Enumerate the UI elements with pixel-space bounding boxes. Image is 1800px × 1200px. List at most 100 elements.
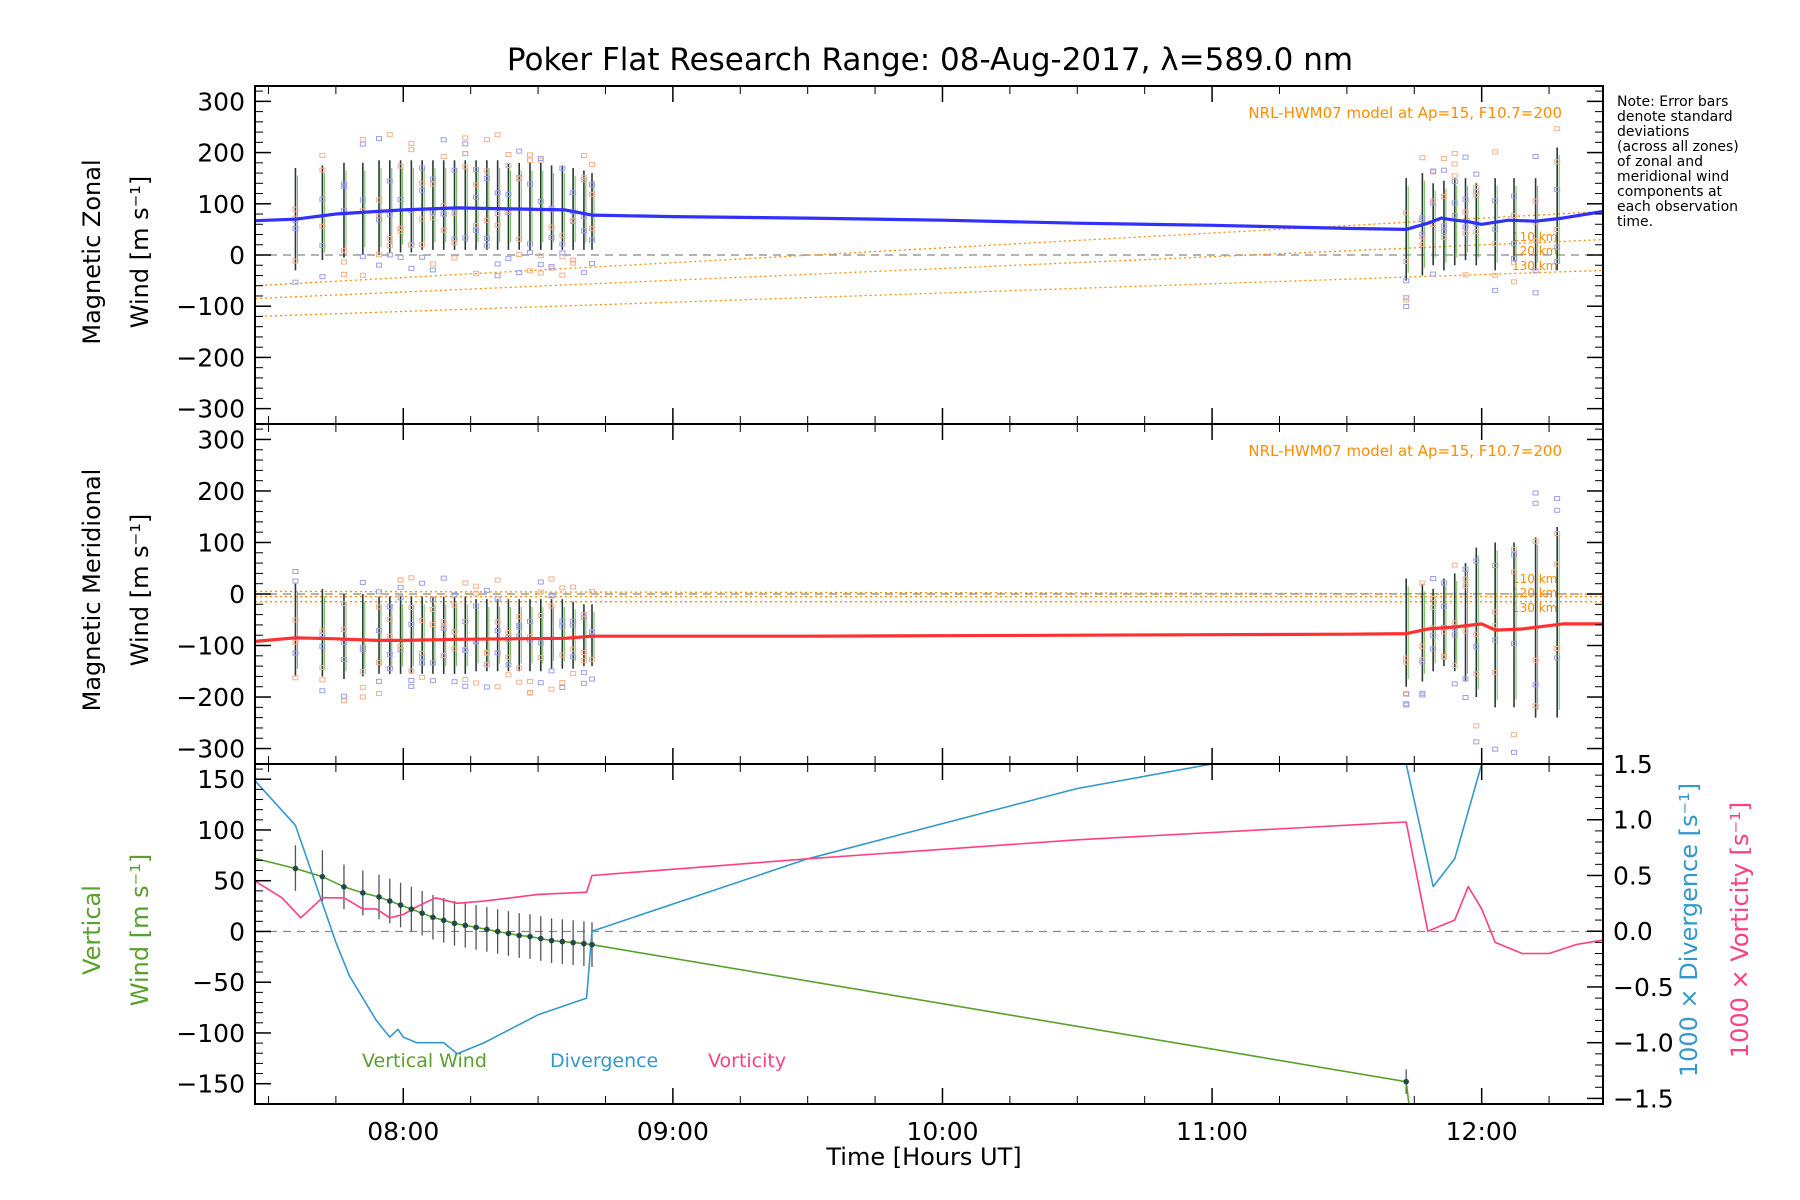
zonal-zone-point (494, 211, 501, 217)
meridional-zone-point (1440, 580, 1447, 586)
zonal-zone-point (494, 132, 501, 138)
meridional-zone-point (473, 583, 480, 589)
vertical-ytick-label: −150 (176, 1070, 245, 1099)
zonal-zone-point (1492, 226, 1499, 232)
meridional-zone-point (340, 626, 347, 632)
vertical-wind-point (527, 933, 533, 940)
meridional-zone-point (1554, 561, 1561, 567)
zonal-zone-point (589, 191, 595, 197)
note-line: each observation (1617, 199, 1738, 215)
zonal-zone-point (526, 250, 533, 256)
zonal-zone-point (319, 152, 326, 158)
meridional-zone-point (537, 613, 544, 619)
meridional-zone-point (408, 575, 415, 581)
zonal-zone-point (319, 167, 326, 173)
meridional-zone-point (483, 649, 490, 655)
zonal-ylabel-line1: Magnetic Zonal (78, 159, 106, 344)
zonal-zone-point (440, 154, 447, 160)
zonal-zone-point (340, 181, 347, 187)
zonal-zone-point (570, 190, 577, 196)
meridional-zone-point (589, 676, 595, 682)
meridional-zone-point (537, 680, 544, 686)
zonal-zone-point (589, 226, 595, 232)
zonal-ytick-label: 200 (197, 139, 245, 168)
meridional-zone-point (483, 684, 490, 690)
zonal-zone-point (526, 241, 533, 247)
zonal-zone-point (386, 211, 393, 217)
meridional-zone-point (537, 579, 544, 585)
meridional-zone-point (494, 684, 501, 690)
zonal-zone-point (1451, 161, 1458, 167)
meridional-zone-point (292, 617, 299, 623)
meridional-zone-point (1492, 746, 1499, 752)
meridional-zone-point (1473, 558, 1480, 564)
meridional-zone-point (494, 650, 501, 656)
vertical-wind-point (440, 917, 447, 924)
meridional-alt-label-130: 130 km (1512, 601, 1557, 615)
zonal-zone-point (440, 137, 447, 143)
zonal-zone-point (1511, 193, 1518, 199)
meridional-zone-point (1532, 682, 1539, 688)
zonal-zone-point (505, 256, 512, 262)
zonal-zone-point (1403, 297, 1410, 303)
zonal-zone-point (397, 196, 404, 202)
zonal-zone-point (516, 176, 523, 182)
meridional-zone-point (451, 679, 458, 685)
meridional-zone-point (397, 595, 404, 601)
vertical-wind-point (419, 910, 425, 916)
zonal-zone-point (537, 253, 544, 259)
zonal-zone-point (580, 228, 587, 234)
vertical-ytick-label: 0 (229, 917, 245, 946)
meridional-zone-point (386, 616, 393, 622)
zonal-zone-point (462, 135, 469, 141)
vertical-wind-point (570, 939, 576, 946)
note-line: components at (1617, 184, 1723, 200)
meridional-zone-point (1473, 644, 1480, 650)
meridional-zone-point (359, 669, 366, 675)
meridional-zone-point (376, 690, 383, 696)
meridional-zone-point (1511, 569, 1518, 575)
zonal-zone-point (589, 162, 595, 168)
meridional-zone-point (570, 670, 577, 676)
zonal-zone-point (340, 271, 347, 277)
zonal-zone-point (1403, 259, 1410, 265)
meridional-zone-point (1554, 646, 1561, 652)
zonal-zone-point (429, 215, 436, 221)
legend-vertical-wind: Vertical Wind (362, 1050, 487, 1072)
zonal-zone-point (1403, 278, 1410, 284)
vertical-wind-point (376, 894, 382, 900)
zonal-zone-point (1440, 235, 1447, 241)
meridional-zone-point (505, 630, 512, 636)
meridional-zone-point (483, 587, 490, 593)
zonal-zone-point (559, 241, 566, 247)
zonal-zone-point (494, 261, 501, 267)
zonal-zone-point (397, 163, 404, 169)
meridional-zone-point (376, 678, 383, 684)
vertical-wind-point (430, 914, 436, 921)
meridional-zone-point (505, 672, 512, 678)
meridional-zone-point (429, 622, 436, 628)
meridional-mean-line (254, 622, 1603, 643)
zonal-zone-point (376, 136, 383, 142)
zonal-ytick-label: 300 (197, 87, 245, 116)
zonal-zone-point (397, 225, 404, 231)
zonal-zone-point (580, 153, 587, 159)
meridional-zone-point (376, 604, 383, 610)
xtick-label: 12:00 (1446, 1117, 1518, 1146)
meridional-zone-point (516, 665, 523, 671)
zonal-zone-point (462, 235, 469, 241)
meridional-ytick-label: 300 (197, 425, 245, 454)
zonal-ylabel: Magnetic Zonal Wind [m s⁻¹] (78, 159, 154, 344)
meridional-zone-point (1462, 676, 1469, 682)
vertical-wind-line (255, 857, 1410, 1104)
meridional-zone-point (1492, 609, 1499, 615)
zonal-zone-point (408, 147, 415, 153)
meridional-ylabel-line2: Wind [m s⁻¹] (126, 514, 154, 666)
meridional-alt-label-110: 110 km (1512, 572, 1557, 586)
meridional-zone-point (580, 649, 587, 655)
meridional-zone-point (1440, 654, 1447, 660)
meridional-zone-point (1403, 691, 1410, 697)
zonal-zone-point (589, 237, 595, 243)
zonal-zone-point (570, 257, 577, 263)
zonal-zone-point (537, 270, 544, 276)
